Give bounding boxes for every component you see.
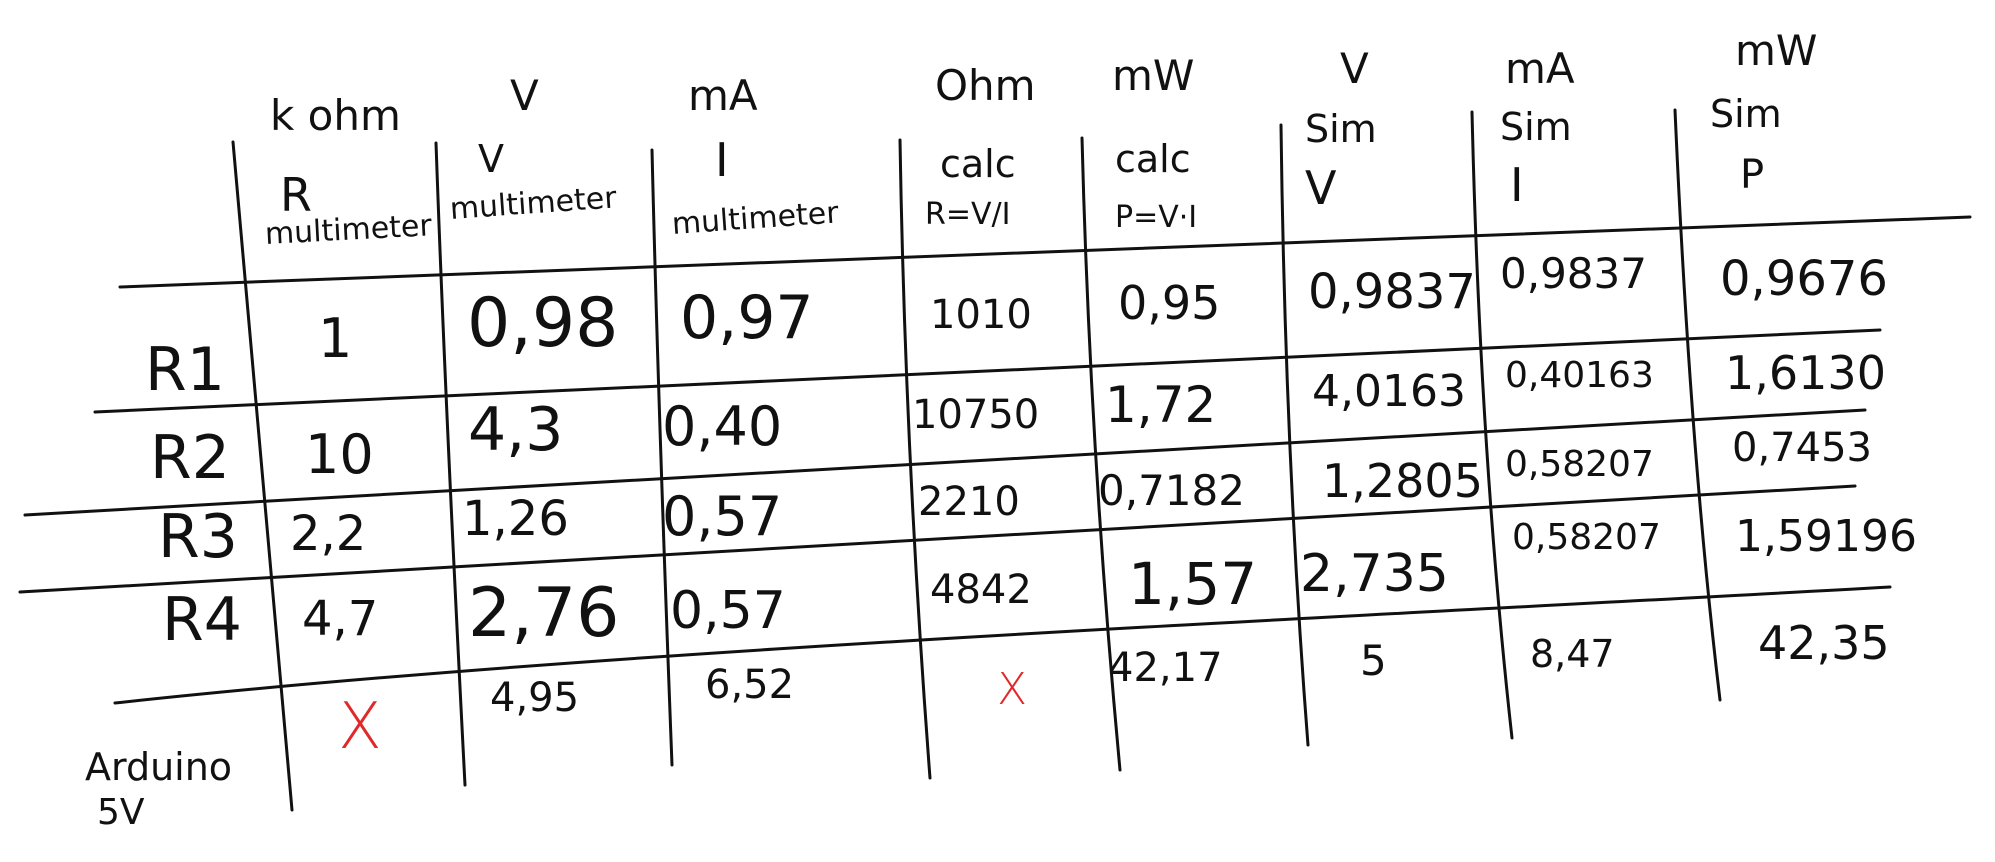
cell-r4-vsim: 2,735 — [1300, 544, 1449, 604]
cell-r1-v: 0,98 — [467, 284, 619, 363]
header-v-sim-label: Sim — [1305, 107, 1377, 151]
cell-r3-psim: 0,7453 — [1732, 425, 1872, 471]
cell-r1-i: 0,97 — [680, 283, 814, 353]
column-line-6 — [1279, 123, 1310, 747]
cell-r4-r: 4,7 — [302, 591, 379, 647]
cell-arduino-r-cross: X — [338, 690, 382, 764]
column-line-1 — [231, 140, 294, 812]
header-r-formula: R=V/I — [925, 197, 1011, 232]
unit-mw-sim: mW — [1735, 26, 1818, 75]
column-line-2 — [434, 141, 467, 787]
unit-v-sim: V — [1340, 44, 1369, 93]
row-divider-line-2 — [23, 408, 1867, 517]
unit-mw: mW — [1112, 51, 1195, 100]
cell-r4-v: 2,76 — [468, 574, 620, 653]
cell-r1-psim: 0,9676 — [1720, 251, 1888, 307]
cell-r3-isim: 0,58207 — [1505, 444, 1654, 485]
column-line-5 — [1080, 136, 1122, 772]
column-line-7 — [1470, 110, 1514, 740]
header-p-sim-label: Sim — [1710, 92, 1782, 136]
cell-r1-rcalc: 1010 — [930, 292, 1032, 338]
header-p-calc: calc — [1115, 137, 1191, 181]
header-divider-line — [118, 215, 1972, 289]
row-label-r4: R4 — [162, 585, 242, 655]
cell-r2-v: 4,3 — [468, 395, 564, 465]
header-i-symbol: I — [715, 133, 729, 187]
cell-r1-r: 1 — [318, 307, 353, 370]
header-v-sim-symbol: V — [1305, 161, 1337, 215]
row-label-5v: 5V — [97, 792, 145, 833]
cell-r4-isim: 0,58207 — [1512, 517, 1661, 558]
cell-arduino-rcalc-cross: X — [997, 664, 1028, 715]
cell-r3-r: 2,2 — [290, 506, 367, 562]
cell-r2-p: 1,72 — [1105, 376, 1217, 434]
cell-r2-psim: 1,6130 — [1725, 346, 1886, 400]
cell-r1-p: 0,95 — [1118, 276, 1221, 330]
column-line-8 — [1673, 108, 1722, 702]
unit-ma: mA — [688, 71, 758, 120]
cell-r2-r: 10 — [305, 423, 374, 486]
row-divider-line-3 — [18, 484, 1857, 594]
cell-r3-rcalc: 2210 — [918, 479, 1020, 525]
cell-r3-v: 1,26 — [462, 491, 569, 547]
cell-arduino-isim: 8,47 — [1530, 632, 1615, 676]
cell-r2-i: 0,40 — [662, 395, 783, 458]
cell-r3-p: 0,7182 — [1098, 466, 1245, 515]
column-line-3 — [650, 148, 674, 767]
header-r-multimeter: multimeter — [264, 208, 433, 252]
row-divider-line-1 — [93, 328, 1882, 414]
cell-arduino-i: 6,52 — [705, 662, 795, 708]
unit-kohm: k ohm — [270, 91, 401, 140]
header-r-symbol: R — [280, 168, 312, 222]
cell-arduino-vsim: 5 — [1360, 636, 1387, 685]
cell-r4-psim: 1,59196 — [1735, 511, 1917, 562]
cell-r3-i: 0,57 — [662, 485, 783, 548]
cell-arduino-psim: 42,35 — [1758, 616, 1890, 670]
cell-r2-isim: 0,40163 — [1505, 355, 1654, 396]
row-label-r2: R2 — [150, 423, 230, 493]
column-line-4 — [898, 138, 932, 780]
row-label-r1: R1 — [145, 335, 225, 405]
header-v-symbol: V — [478, 137, 504, 181]
cell-r1-vsim: 0,9837 — [1308, 264, 1476, 320]
cell-r4-p: 1,57 — [1128, 550, 1258, 618]
unit-ohm: Ohm — [935, 61, 1036, 110]
cell-arduino-v: 4,95 — [490, 675, 580, 721]
row-label-r3: R3 — [158, 502, 238, 572]
header-p-sim-symbol: P — [1740, 152, 1765, 198]
header-i-sim-symbol: I — [1510, 158, 1524, 212]
header-p-formula: P=V·I — [1115, 200, 1198, 235]
cell-r4-rcalc: 4842 — [930, 567, 1032, 613]
cell-r3-vsim: 1,2805 — [1322, 454, 1483, 508]
cell-arduino-p: 42,17 — [1108, 645, 1223, 691]
row-label-arduino: Arduino — [85, 745, 233, 789]
unit-ma-sim: mA — [1505, 44, 1575, 93]
cell-r2-vsim: 4,0163 — [1312, 366, 1466, 417]
header-r-calc: calc — [940, 142, 1016, 186]
cell-r4-i: 0,57 — [670, 581, 786, 641]
unit-v: V — [510, 71, 539, 120]
cell-r1-isim: 0,9837 — [1500, 249, 1647, 298]
row-divider-line-4 — [113, 585, 1892, 705]
header-i-sim-label: Sim — [1500, 105, 1572, 149]
cell-r2-rcalc: 10750 — [912, 392, 1040, 438]
